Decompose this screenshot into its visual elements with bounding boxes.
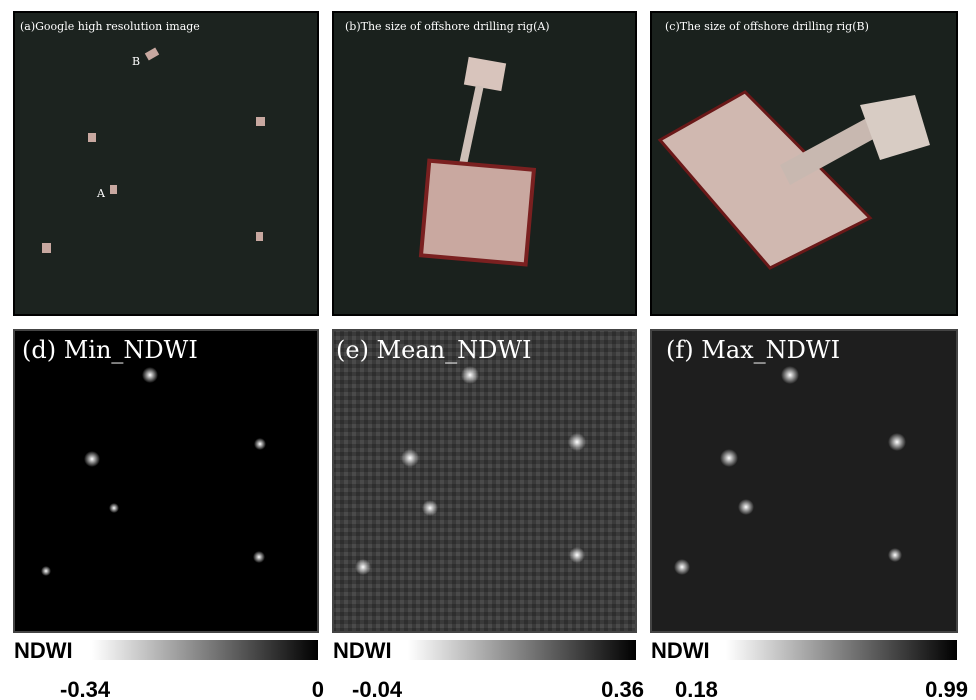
panel-label: (c)The size of offshore drilling rig(B): [665, 20, 869, 33]
panel-d: (d) Min_NDWI: [14, 330, 318, 632]
colorbar: NDWI 0.18 0.99: [651, 638, 968, 700]
point-label: B: [132, 55, 140, 68]
colorbar: NDWI -0.34 0: [14, 638, 324, 700]
panel-label: (b)The size of offshore drilling rig(A): [345, 20, 550, 33]
colorbar: NDWI -0.04 0.36: [333, 638, 644, 700]
colorbar-title: NDWI: [333, 638, 392, 663]
colorbar-min: -0.34: [60, 677, 111, 700]
panel-label: (a)Google high resolution image: [20, 20, 200, 33]
colorbar-min: 0.18: [675, 677, 718, 700]
colorbar-max: 0.99: [925, 677, 968, 700]
panel-f: (f) Max_NDWI: [651, 330, 957, 632]
point-label: A: [96, 187, 106, 200]
figure: (a)Google high resolution image B A (b)T…: [0, 0, 976, 700]
panel-label: (e) Mean_NDWI: [336, 336, 532, 364]
colorbar-max: 0: [312, 677, 324, 700]
panel-a: (a)Google high resolution image B A: [14, 12, 318, 315]
colorbar-min: -0.04: [352, 677, 403, 700]
colorbar-title: NDWI: [651, 638, 710, 663]
panel-e: (e) Mean_NDWI: [333, 330, 636, 632]
panel-c: (c)The size of offshore drilling rig(B): [651, 12, 957, 315]
panel-label: (f) Max_NDWI: [666, 336, 840, 364]
colorbar-title: NDWI: [14, 638, 73, 663]
colorbar-max: 0.36: [601, 677, 644, 700]
panel-label: (d) Min_NDWI: [22, 336, 198, 364]
panel-b: (b)The size of offshore drilling rig(A): [333, 12, 636, 315]
